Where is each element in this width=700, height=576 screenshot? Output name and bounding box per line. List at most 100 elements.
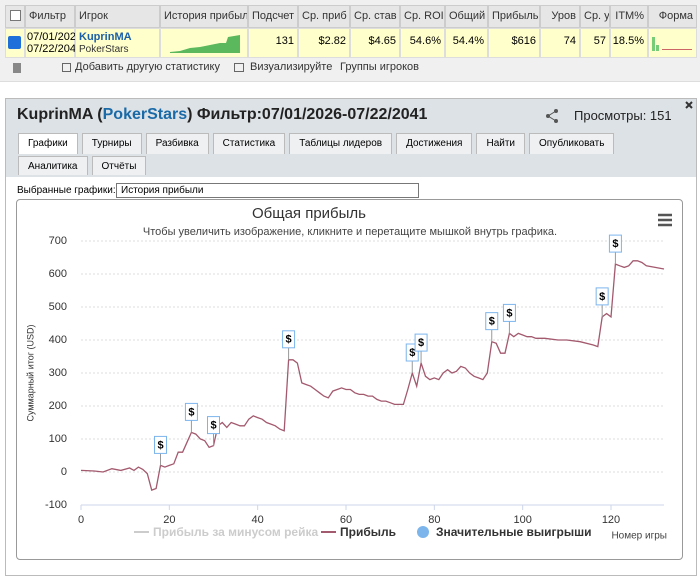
- stat-value: 74: [563, 35, 576, 47]
- legend-label[interactable]: Прибыль: [340, 525, 396, 539]
- row-cell: [488, 28, 540, 58]
- header-cell: Прибыль: [488, 5, 540, 28]
- row-cell: [610, 28, 648, 58]
- win-flag[interactable]: [207, 416, 220, 435]
- profit-line: [80, 260, 665, 491]
- header-cell: Уров: [540, 5, 580, 28]
- tab[interactable]: Найти: [476, 133, 526, 154]
- win-flag[interactable]: [414, 333, 428, 352]
- player-site: PokerStars: [79, 44, 129, 55]
- header-cell: Ср. уч: [580, 5, 610, 28]
- flag-label: $: [489, 316, 495, 328]
- toolbar-table-add[interactable]: Добавить другую статистику: [75, 61, 220, 73]
- chart: Общая прибыль Чтобы увеличить изображение…: [16, 199, 683, 560]
- sparkline: [170, 35, 240, 53]
- win-flag[interactable]: [154, 435, 167, 454]
- win-flag[interactable]: [502, 303, 516, 322]
- flag-label: $: [210, 420, 216, 432]
- win-flag[interactable]: [282, 330, 296, 349]
- x-axis-label: Номер игры: [611, 531, 667, 542]
- chart-select[interactable]: История прибыли: [116, 183, 419, 198]
- tab[interactable]: Разбивка: [145, 133, 209, 154]
- row-cell: [445, 28, 488, 58]
- row-cell: [580, 28, 610, 58]
- tab[interactable]: Графики: [18, 133, 78, 154]
- panel-title: KuprinMA (PokerStars) Фильтр:07/01/2026-…: [17, 106, 537, 126]
- tab[interactable]: Аналитика: [18, 156, 88, 175]
- header-cell: Ср. ROI: [400, 5, 445, 28]
- toolbar-player-groups[interactable]: Группы игроков: [340, 61, 419, 73]
- toolbar-icon: [13, 63, 21, 73]
- panel: [5, 98, 697, 576]
- title-part: Фильтр:07/01/2026-07/22/2041: [192, 106, 428, 123]
- x-tick-label: 0: [78, 514, 84, 526]
- legend-label[interactable]: Значительные выигрыши: [436, 525, 592, 539]
- toolbar-visualize[interactable]: Визуализируйте: [250, 61, 333, 73]
- flag-label: $: [599, 291, 605, 303]
- filter-date: 07/01/202: [27, 31, 75, 43]
- row-cell: [400, 28, 445, 58]
- stat-value: $2.82: [318, 35, 346, 47]
- player-name[interactable]: KuprinMA: [79, 31, 132, 43]
- legend-label[interactable]: Прибыль за минусом рейка: [153, 525, 318, 539]
- flag-label: $: [418, 337, 424, 349]
- win-flag[interactable]: [184, 402, 198, 421]
- flag-label: $: [286, 334, 292, 346]
- y-tick-label: 200: [49, 400, 67, 412]
- y-tick-label: 400: [49, 334, 67, 346]
- row-cell: [298, 28, 350, 58]
- tab[interactable]: Таблицы лидеров: [289, 133, 393, 154]
- row-cell: [75, 28, 160, 58]
- tab[interactable]: Опубликовать: [529, 133, 615, 154]
- toolbar-icon: [234, 63, 244, 72]
- y-axis-label: Суммарный итог (USD): [25, 324, 35, 421]
- row-cell: [540, 28, 580, 58]
- views-count: Просмотры: 151: [574, 108, 672, 123]
- flag-label: $: [409, 347, 415, 359]
- tab[interactable]: Достижения: [396, 133, 473, 154]
- tab[interactable]: Турниры: [81, 133, 142, 154]
- tab[interactable]: Статистика: [212, 133, 286, 154]
- chart-subtitle: Чтобы увеличить изображение, кликните и …: [143, 226, 557, 238]
- flag-label: $: [506, 307, 512, 319]
- stat-value: 18.5%: [612, 35, 644, 47]
- stat-value: 57: [593, 35, 606, 47]
- y-tick-label: 0: [61, 466, 67, 478]
- win-flag[interactable]: [485, 312, 499, 331]
- y-tick-label: -100: [45, 499, 67, 511]
- share-icon[interactable]: [545, 108, 561, 124]
- header-cell: Форма: [648, 5, 697, 28]
- legend-swatch: [417, 526, 429, 538]
- stat-value: $616: [511, 35, 536, 47]
- flag-label: $: [157, 439, 163, 451]
- header-cell: ITM%: [610, 5, 648, 28]
- chart-title: Общая прибыль: [252, 205, 366, 222]
- stat-value: 131: [275, 35, 294, 47]
- x-tick-label: 80: [428, 514, 440, 526]
- title-part: PokerStars: [102, 106, 188, 123]
- win-flag[interactable]: [595, 287, 609, 306]
- header-cell: Фильтр: [25, 5, 75, 28]
- menu-icon[interactable]: [658, 213, 672, 227]
- title-part: KuprinMA: [17, 106, 93, 123]
- x-tick-label: 120: [602, 514, 620, 526]
- stat-value: $4.65: [368, 35, 396, 47]
- y-tick-label: 700: [49, 235, 67, 247]
- header-cell: Общий: [445, 5, 488, 28]
- stat-value: 54.4%: [452, 35, 484, 47]
- title-part: (: [92, 106, 103, 123]
- checkbox[interactable]: [10, 10, 21, 21]
- checkbox[interactable]: [8, 36, 21, 49]
- row-cell: [248, 28, 298, 58]
- row-cell: [648, 28, 697, 58]
- win-flag[interactable]: [608, 234, 622, 253]
- header-cell: История прибыли: [160, 5, 248, 28]
- close-icon[interactable]: [684, 100, 694, 110]
- form-bars: [652, 37, 692, 51]
- title-part: ): [187, 106, 193, 123]
- flag-label: $: [188, 406, 194, 418]
- tab[interactable]: Отчёты: [91, 156, 147, 175]
- toolbar-icon: [62, 63, 71, 72]
- x-tick-label: 60: [340, 514, 352, 526]
